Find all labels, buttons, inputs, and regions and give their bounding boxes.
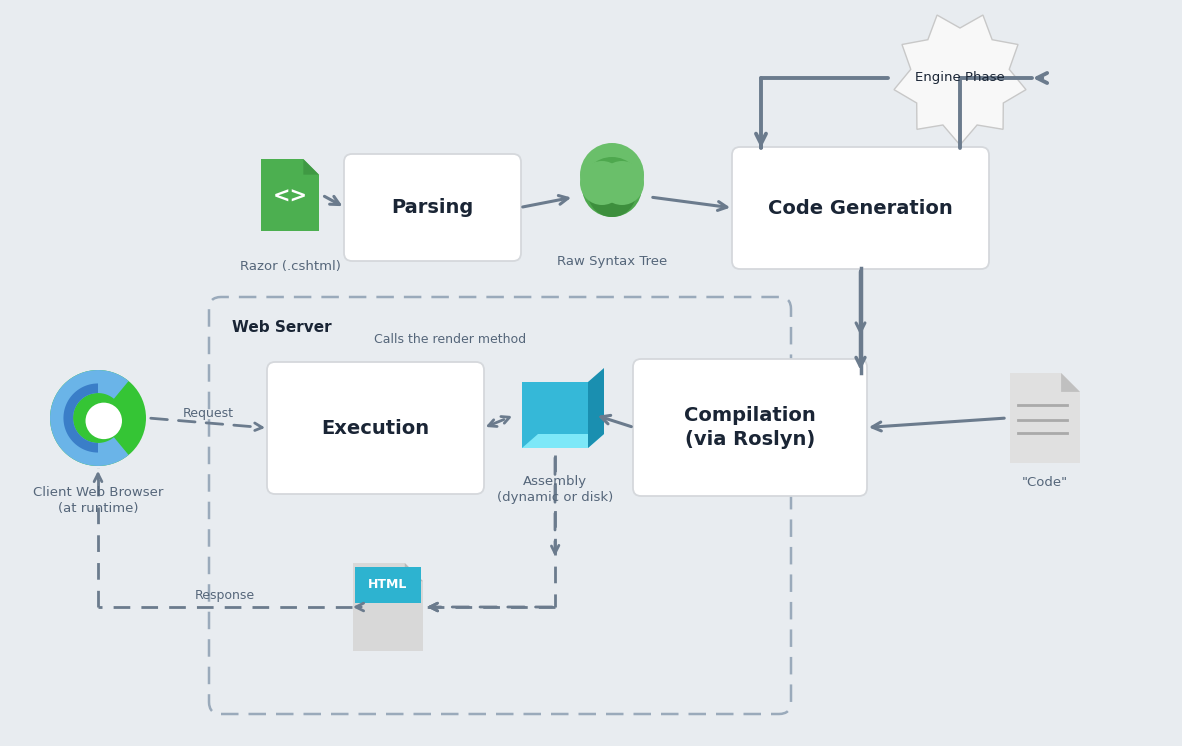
- Polygon shape: [353, 563, 423, 651]
- Circle shape: [600, 161, 644, 205]
- Circle shape: [85, 403, 122, 439]
- Circle shape: [50, 370, 147, 466]
- Text: Execution: Execution: [322, 419, 429, 437]
- Polygon shape: [1061, 373, 1080, 392]
- Polygon shape: [64, 383, 98, 453]
- Polygon shape: [1009, 373, 1080, 463]
- Text: Code Generation: Code Generation: [768, 198, 953, 218]
- FancyBboxPatch shape: [344, 154, 521, 261]
- Polygon shape: [894, 15, 1026, 145]
- Text: HTML: HTML: [369, 578, 408, 592]
- Circle shape: [582, 157, 642, 217]
- FancyBboxPatch shape: [267, 362, 483, 494]
- FancyBboxPatch shape: [732, 147, 989, 269]
- Polygon shape: [261, 159, 319, 231]
- Polygon shape: [587, 368, 604, 448]
- Text: Request: Request: [182, 407, 234, 421]
- Text: Compilation
(via Roslyn): Compilation (via Roslyn): [684, 406, 816, 449]
- Circle shape: [580, 161, 624, 205]
- Text: Engine Phase: Engine Phase: [915, 72, 1005, 84]
- Polygon shape: [50, 370, 129, 466]
- Text: Response: Response: [195, 589, 255, 601]
- Polygon shape: [355, 567, 421, 603]
- FancyBboxPatch shape: [634, 359, 868, 496]
- Text: Calls the render method: Calls the render method: [374, 333, 526, 346]
- Text: <>: <>: [273, 187, 307, 207]
- Text: Client Web Browser
(at runtime): Client Web Browser (at runtime): [33, 486, 163, 515]
- Polygon shape: [522, 382, 587, 448]
- Text: Assembly
(dynamic or disk): Assembly (dynamic or disk): [496, 475, 613, 504]
- Polygon shape: [404, 563, 423, 581]
- Polygon shape: [608, 183, 617, 191]
- Text: Raw Syntax Tree: Raw Syntax Tree: [557, 255, 667, 268]
- Text: Razor (.cshtml): Razor (.cshtml): [240, 260, 340, 273]
- Text: "Code": "Code": [1022, 476, 1069, 489]
- Text: Web Server: Web Server: [232, 320, 332, 335]
- Polygon shape: [304, 159, 319, 175]
- Polygon shape: [522, 434, 604, 448]
- Circle shape: [587, 169, 636, 217]
- Text: Parsing: Parsing: [391, 198, 474, 217]
- Circle shape: [580, 143, 644, 207]
